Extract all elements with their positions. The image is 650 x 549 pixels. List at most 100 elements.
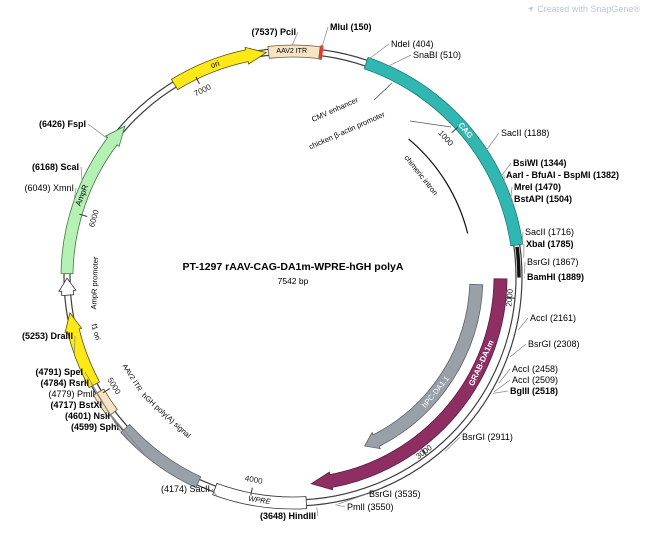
- site-label-ndei-404[interactable]: NdeI (404): [391, 39, 434, 49]
- site-label-pcii-7537[interactable]: (7537) PciI: [251, 27, 296, 37]
- plasmid-size: 7542 bp: [278, 276, 309, 286]
- feature-aav2-itr-7412[interactable]: [267, 44, 321, 59]
- tick-label-2000: 2000: [504, 288, 515, 307]
- tick-1000: [451, 126, 459, 134]
- site-leader-hindiii-3648: [316, 507, 319, 517]
- feature-label-hgh-poly-a-signal-4290[interactable]: hGH poly(A) signal: [140, 391, 193, 440]
- feature-label-ampr-promoter-5560[interactable]: AmpR promoter: [89, 256, 100, 310]
- tick-2000: [506, 296, 515, 299]
- site-label-bsrgi-3535[interactable]: BsrGI (3535): [369, 489, 421, 499]
- tick-3000: [421, 448, 427, 456]
- site-label-xbai-1785[interactable]: XbaI (1785): [526, 239, 574, 249]
- callout-label-cmv-enhancer[interactable]: CMV enhancer: [310, 95, 360, 124]
- callout-leader-chicken-actin-promoter: [409, 120, 452, 128]
- tick-label-7000: 7000: [193, 82, 213, 98]
- feature-label-ori-6880[interactable]: ori: [209, 59, 221, 71]
- site-leader-acci-2509: [493, 379, 511, 393]
- tick-6000: [79, 213, 88, 217]
- site-leader-bsrgi-1867: [524, 261, 526, 274]
- snapgene-logo-icon: ➤: [525, 3, 537, 15]
- feature-label-chimeric-intron-1725[interactable]: chimeric intron: [402, 153, 439, 197]
- site-leader-bamhi-1889: [524, 276, 526, 278]
- site-leader-acci-2161: [518, 317, 529, 330]
- tick-label-4000: 4000: [244, 474, 264, 486]
- feature-ori-6880[interactable]: [170, 46, 268, 91]
- site-label-fspi-6426[interactable]: (6426) FspI: [39, 119, 86, 129]
- site-leader-bstapi-1504: [511, 198, 514, 205]
- tick-5000: [102, 388, 111, 394]
- site-label-bstxi-4717[interactable]: (4717) BstXI: [50, 400, 102, 410]
- site-leader-pmli-3550: [335, 504, 346, 508]
- site-label-pmli-3550[interactable]: PmlI (3550): [347, 502, 394, 512]
- site-label-mlui-150[interactable]: MluI (150): [330, 22, 372, 32]
- site-leader-xmni-6049: [73, 187, 77, 203]
- site-leader-snabi-510: [388, 54, 412, 67]
- chimeric-intron-leader-arc: [408, 138, 469, 234]
- site-label-acci-2458[interactable]: AccI (2458): [512, 364, 558, 374]
- site-label-acci-2509[interactable]: AccI (2509): [512, 375, 558, 385]
- tick-label-5000: 5000: [105, 376, 122, 396]
- feature-hgh-poly-a-signal-4290[interactable]: [120, 423, 202, 489]
- site-label-bamhi-1889[interactable]: BamHI (1889): [527, 272, 584, 282]
- snapgene-watermark: ➤ Created with SnapGene®: [525, 3, 640, 15]
- site-label-rsrii-4784[interactable]: (4784) RsrII: [40, 378, 89, 388]
- site-label-mrei-1470[interactable]: MreI (1470): [514, 182, 561, 192]
- site-label-sacii-4174[interactable]: (4174) SacII: [161, 484, 210, 494]
- site-label-sacii-1716[interactable]: SacII (1716): [525, 227, 574, 237]
- site-label-spei-4791[interactable]: (4791) SpeI: [35, 367, 83, 377]
- feature-hpc-da1-1-1935[interactable]: [363, 283, 484, 450]
- plasmid-title: PT-1297 rAAV-CAG-DA1m-WPRE-hGH polyA: [183, 261, 404, 273]
- site-leader-ndei-404: [369, 43, 390, 59]
- site-leader-mrei-1470: [510, 186, 513, 199]
- feature-wpre-3700[interactable]: [212, 482, 308, 510]
- tick-7000: [195, 76, 200, 85]
- site-label-bglii-2518[interactable]: BglII (2518): [510, 386, 558, 396]
- feature-label-hpc-da1-1-1935[interactable]: hPC-DA1.1: [420, 374, 451, 409]
- feature-cag-395[interactable]: [363, 56, 524, 247]
- site-label-xmni-6049[interactable]: (6049) XmnI: [24, 183, 74, 193]
- site-label-nsii-4601[interactable]: (4601) NsiI: [65, 411, 110, 421]
- site-leader-bglii-2518: [493, 390, 509, 394]
- feature-label-aav2-itr-4880[interactable]: AAV2 ITR: [121, 363, 143, 393]
- site-label-bsiwi-1344[interactable]: BsiWI (1344): [513, 158, 567, 168]
- site-leader-bsrgi-2308: [510, 343, 527, 358]
- site-leader-nsii-4601: [111, 415, 146, 456]
- site-leader-bsiwi-1344: [500, 162, 512, 177]
- feature-grab-da1m-1896[interactable]: [310, 278, 508, 491]
- site-label-aari-bfuai-bspmi-1382[interactable]: AarI - BfuAI - BspMI (1382): [506, 170, 619, 180]
- tick-label-6000: 6000: [87, 208, 101, 228]
- site-label-pmli-4779[interactable]: (4779) PmlI: [48, 389, 95, 399]
- site-label-scai-6168[interactable]: (6168) ScaI: [32, 162, 79, 172]
- feature-label-f1-ori-5060[interactable]: f1 ori: [89, 323, 102, 342]
- feature-ampr-promoter-5560[interactable]: [58, 277, 77, 297]
- site-label-bsrgi-1867[interactable]: BsrGI (1867): [527, 257, 579, 267]
- site-label-sacii-1188[interactable]: SacII (1188): [501, 128, 549, 138]
- callout-leader-cmv-enhancer: [373, 82, 393, 101]
- site-label-bsrgi-2911[interactable]: BsrGI (2911): [462, 432, 513, 442]
- feature-f1-ori-5060[interactable]: [64, 311, 101, 389]
- feature-label-wpre-3700[interactable]: WPRE: [248, 494, 273, 506]
- site-leader-bsrgi-2911: [444, 436, 461, 452]
- site-label-sphi-4599[interactable]: (4599) SphI: [71, 422, 119, 432]
- feature-ampr-5675[interactable]: [60, 125, 126, 275]
- site-label-acci-2161[interactable]: AccI (2161): [530, 313, 576, 323]
- site-label-draiii-5253[interactable]: (5253) DraIII: [22, 331, 73, 341]
- site-label-bsrgi-2308[interactable]: BsrGI (2308): [528, 339, 580, 349]
- tick-4000: [250, 487, 253, 496]
- site-label-snabi-510[interactable]: SnaBI (510): [413, 50, 461, 60]
- site-label-hindiii-3648[interactable]: (3648) HindIII: [260, 511, 316, 521]
- site-leader-acci-2458: [498, 368, 511, 384]
- site-leader-fspi-6426: [87, 123, 108, 139]
- feature-chimeric-intron-1725[interactable]: [515, 246, 521, 278]
- watermark-text: Created with SnapGene®: [537, 4, 640, 14]
- site-leader-mlui-150: [321, 26, 329, 48]
- site-leader-sacii-1716: [521, 231, 524, 245]
- site-leader-bsrgi-3535: [338, 493, 368, 505]
- site-leader-sacii-1188: [486, 132, 500, 151]
- site-leader-sacii-4174: [211, 488, 218, 496]
- site-label-bstapi-1504[interactable]: BstAPI (1504): [514, 194, 572, 204]
- site-leader-spei-4791: [84, 371, 120, 430]
- feature-label-aav2-itr-7412[interactable]: AAV2 ITR: [276, 48, 307, 55]
